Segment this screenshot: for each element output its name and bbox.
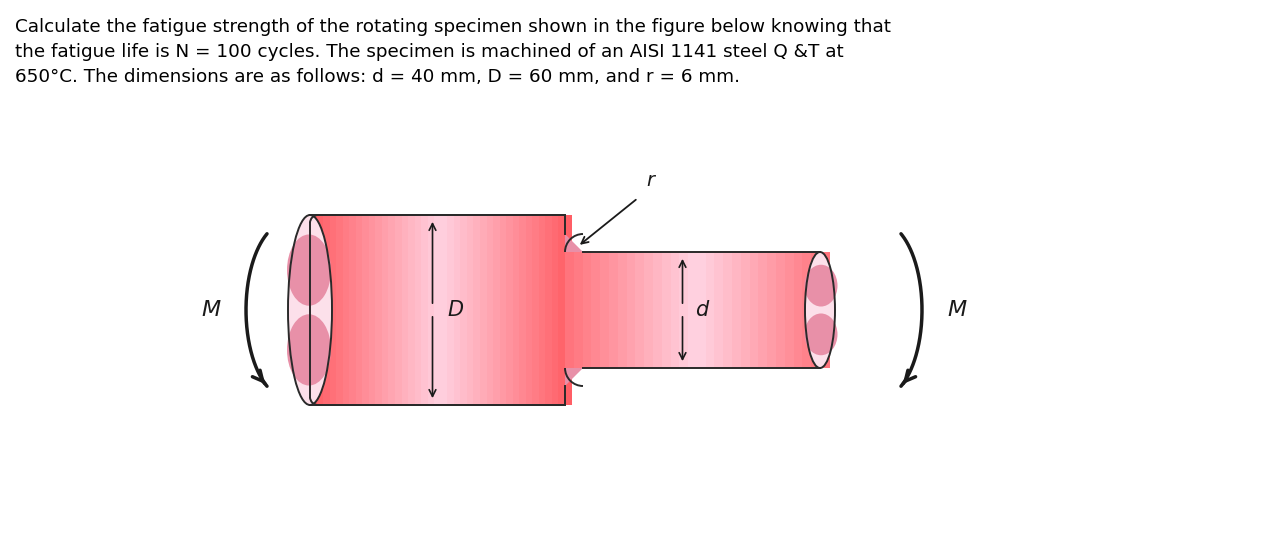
- Text: D: D: [448, 300, 463, 320]
- Polygon shape: [526, 215, 533, 405]
- Polygon shape: [574, 252, 583, 368]
- Polygon shape: [434, 215, 441, 405]
- Polygon shape: [559, 215, 566, 405]
- Polygon shape: [421, 215, 429, 405]
- Polygon shape: [741, 252, 750, 368]
- Text: M: M: [947, 300, 967, 320]
- Polygon shape: [705, 252, 716, 368]
- Polygon shape: [592, 252, 601, 368]
- Polygon shape: [565, 252, 574, 368]
- Polygon shape: [336, 215, 344, 405]
- Ellipse shape: [287, 234, 331, 306]
- Polygon shape: [486, 215, 494, 405]
- Polygon shape: [474, 215, 481, 405]
- Polygon shape: [317, 215, 324, 405]
- Polygon shape: [680, 252, 689, 368]
- Polygon shape: [811, 252, 821, 368]
- Polygon shape: [512, 215, 520, 405]
- Polygon shape: [461, 215, 467, 405]
- Polygon shape: [723, 252, 732, 368]
- Polygon shape: [408, 215, 416, 405]
- Polygon shape: [732, 252, 741, 368]
- Polygon shape: [499, 215, 507, 405]
- Ellipse shape: [804, 265, 838, 307]
- Polygon shape: [506, 215, 514, 405]
- Polygon shape: [440, 215, 448, 405]
- Polygon shape: [565, 215, 583, 405]
- Polygon shape: [382, 215, 389, 405]
- Polygon shape: [749, 252, 759, 368]
- Polygon shape: [519, 215, 526, 405]
- Polygon shape: [636, 252, 645, 368]
- Polygon shape: [493, 215, 501, 405]
- Polygon shape: [820, 252, 830, 368]
- Polygon shape: [355, 215, 363, 405]
- Ellipse shape: [804, 252, 835, 368]
- Polygon shape: [714, 252, 725, 368]
- Polygon shape: [480, 215, 488, 405]
- Polygon shape: [427, 215, 435, 405]
- Polygon shape: [662, 252, 672, 368]
- Polygon shape: [644, 252, 654, 368]
- Polygon shape: [533, 215, 539, 405]
- Polygon shape: [310, 215, 565, 405]
- Polygon shape: [310, 215, 318, 405]
- Text: d: d: [695, 300, 709, 320]
- Text: Calculate the fatigue strength of the rotating specimen shown in the figure belo: Calculate the fatigue strength of the ro…: [15, 18, 891, 86]
- Polygon shape: [389, 215, 396, 405]
- Polygon shape: [414, 215, 422, 405]
- Polygon shape: [329, 215, 337, 405]
- Polygon shape: [454, 215, 461, 405]
- Polygon shape: [395, 215, 403, 405]
- Ellipse shape: [288, 215, 332, 405]
- Polygon shape: [552, 215, 560, 405]
- Ellipse shape: [804, 314, 838, 355]
- Polygon shape: [565, 215, 573, 405]
- Polygon shape: [776, 252, 785, 368]
- Text: r: r: [646, 171, 654, 190]
- Polygon shape: [802, 252, 812, 368]
- Polygon shape: [794, 252, 803, 368]
- Polygon shape: [653, 252, 663, 368]
- Polygon shape: [467, 215, 475, 405]
- Polygon shape: [342, 215, 350, 405]
- Polygon shape: [546, 215, 552, 405]
- Polygon shape: [618, 252, 627, 368]
- Polygon shape: [758, 252, 768, 368]
- Polygon shape: [609, 252, 619, 368]
- Polygon shape: [696, 252, 707, 368]
- Ellipse shape: [287, 314, 331, 386]
- Polygon shape: [583, 252, 592, 368]
- Polygon shape: [369, 215, 376, 405]
- Polygon shape: [323, 215, 331, 405]
- Polygon shape: [448, 215, 454, 405]
- Polygon shape: [402, 215, 409, 405]
- Polygon shape: [376, 215, 382, 405]
- Polygon shape: [671, 252, 680, 368]
- Polygon shape: [349, 215, 356, 405]
- Polygon shape: [363, 215, 369, 405]
- Polygon shape: [785, 252, 794, 368]
- Polygon shape: [600, 252, 610, 368]
- Polygon shape: [539, 215, 546, 405]
- Polygon shape: [767, 252, 777, 368]
- Polygon shape: [627, 252, 636, 368]
- Polygon shape: [689, 252, 698, 368]
- Text: M: M: [201, 300, 220, 320]
